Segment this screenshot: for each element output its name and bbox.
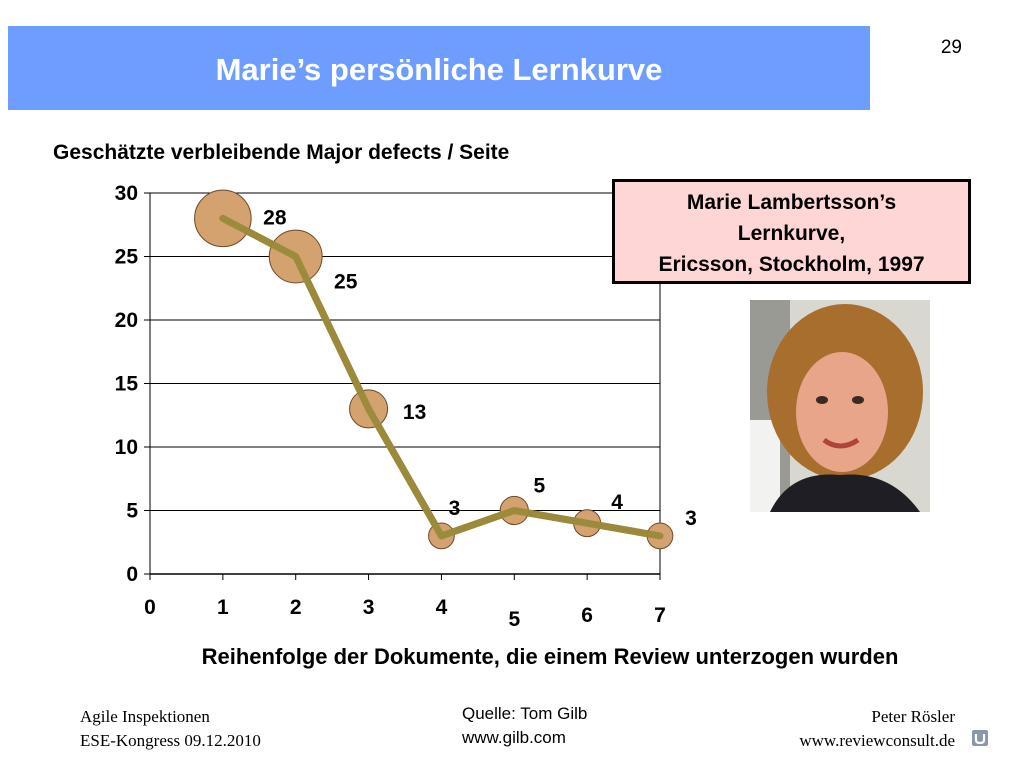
logo-icon [972,730,988,746]
x-tick-label-1: 1 [217,596,229,619]
y-tick-label-0: 0 [126,563,138,586]
data-label-7: 3 [685,507,697,530]
info-box: Marie Lambertsson’s Lernkurve, Ericsson,… [612,179,971,284]
data-label-4: 3 [449,497,461,520]
x-tick-label-0: 0 [144,596,156,619]
y-tick-label-20: 20 [115,309,138,332]
y-tick-label-15: 15 [115,373,139,396]
x-tick-label-6: 6 [581,604,593,627]
x-tick-label-7: 7 [654,604,666,627]
y-tick-label-5: 5 [126,500,138,523]
slide-title: Marie’s persönliche Lernkurve [215,52,663,87]
x-tick-label-5: 5 [508,608,520,631]
page-number: 29 [940,37,962,58]
series-line-overlay [219,214,664,540]
x-axis-title: Reihenfolge der Dokumente, die einem Rev… [202,644,899,669]
info-box-line1: Marie Lambertsson’s [686,191,897,214]
y-tick-label-25: 25 [115,246,139,269]
chart-title: Geschätzte verbleibende Major defects / … [53,141,509,164]
footer-source: Quelle: Tom Gilb www.gilb.com [462,702,587,750]
footer-website: www.reviewconsult.de [799,731,955,750]
footer-event: Agile Inspektionen [80,707,210,726]
data-label-1: 28 [263,206,287,229]
x-tick-label-2: 2 [290,596,302,619]
title-bar: Marie’s persönliche Lernkurve [8,26,870,110]
portrait-illustration [750,300,930,512]
x-tick-label-4: 4 [436,596,448,619]
footer-source-url: www.gilb.com [462,728,566,747]
data-label-5: 5 [533,475,545,498]
footer-right: Peter Rösler www.reviewconsult.de [799,705,955,753]
portrait-photo [750,300,930,512]
info-box-line2: Lernkurve, [737,222,846,245]
data-label-2: 25 [334,271,358,294]
footer-date: ESE-Kongress 09.12.2010 [80,731,261,750]
footer-source-author: Quelle: Tom Gilb [462,704,588,723]
axis-layer: 0 5 10 15 20 25 30 0 1 2 3 4 5 6 7 [115,182,666,631]
y-tick-label-10: 10 [115,436,138,459]
footer-left: Agile Inspektionen ESE-Kongress 09.12.20… [80,705,261,753]
y-tick-label-30: 30 [115,182,138,205]
marker-layer [194,189,674,550]
data-label-3: 13 [403,401,426,424]
info-box-line3: Ericsson, Stockholm, 1997 [658,253,925,276]
label-layer: 28 25 13 3 5 4 3 [263,206,697,530]
data-label-6: 4 [611,491,623,514]
footer-author: Peter Rösler [871,707,955,726]
x-tick-label-3: 3 [363,596,375,619]
